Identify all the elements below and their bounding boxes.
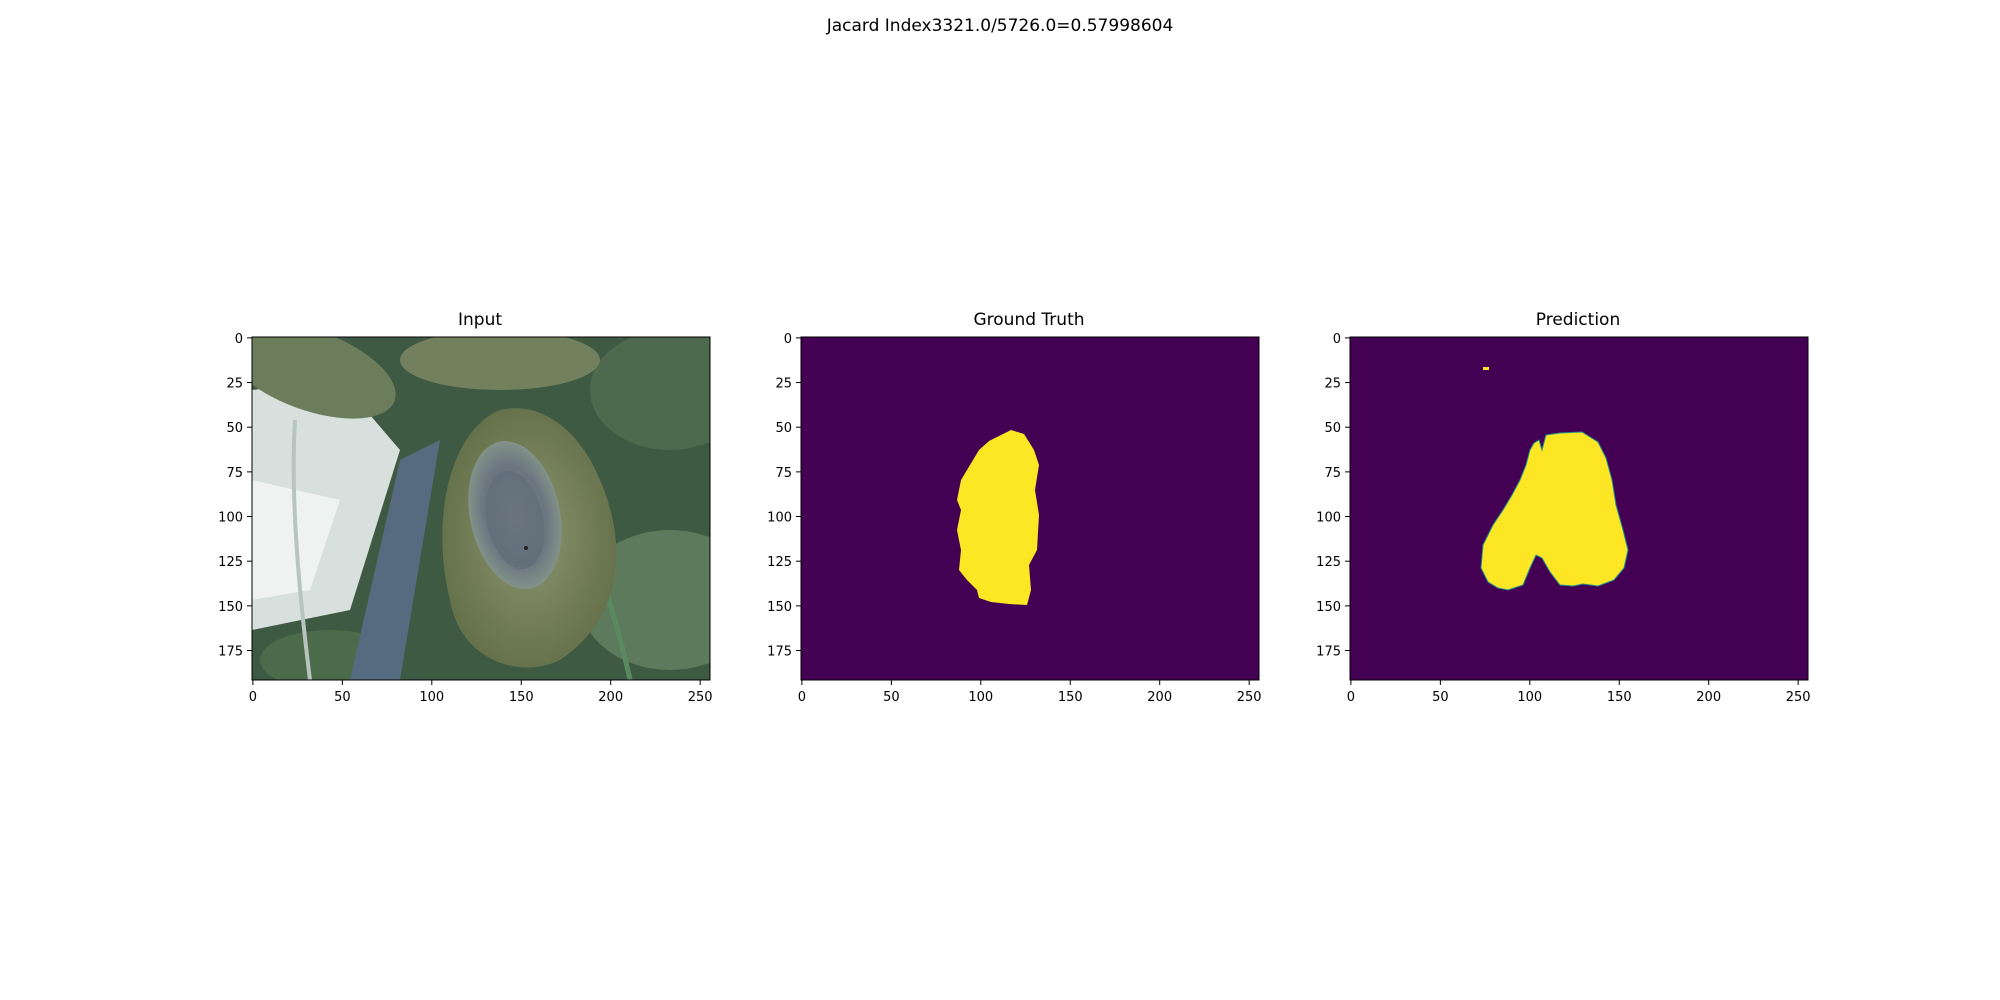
y-tick-label: 75 bbox=[226, 466, 243, 481]
x-tick-label: 250 bbox=[1786, 690, 1811, 705]
y-tick-label: 100 bbox=[767, 511, 792, 526]
input-x-ticks: 0 50 100 150 200 250 bbox=[249, 680, 713, 705]
ground-truth-x-ticks: 0 50 100 150 200 250 bbox=[798, 680, 1262, 705]
y-tick-label: 75 bbox=[1324, 466, 1341, 481]
prediction-y-ticks: 0 25 50 75 100 125 150 175 bbox=[1316, 332, 1350, 660]
x-tick-label: 0 bbox=[249, 690, 257, 705]
x-tick-label: 50 bbox=[334, 690, 351, 705]
x-tick-label: 100 bbox=[1517, 690, 1542, 705]
prediction-x-ticks: 0 50 100 150 200 250 bbox=[1347, 680, 1811, 705]
x-tick-label: 150 bbox=[1607, 690, 1632, 705]
y-tick-label: 25 bbox=[1324, 377, 1341, 392]
x-tick-label: 250 bbox=[1237, 690, 1262, 705]
y-tick-label: 0 bbox=[1333, 332, 1341, 347]
ground-truth-lesion-region bbox=[957, 430, 1039, 605]
y-tick-label: 150 bbox=[767, 600, 792, 615]
y-tick-label: 50 bbox=[1324, 421, 1341, 436]
input-y-ticks: 0 25 50 75 100 125 150 175 bbox=[218, 332, 252, 660]
y-tick-label: 75 bbox=[775, 466, 792, 481]
ground-truth-panel: Ground Truth 0 50 100 150 200 250 0 25 50 75 100 1… bbox=[749, 300, 1309, 720]
y-tick-label: 175 bbox=[218, 645, 243, 660]
ground-truth-axes: 0 50 100 150 200 250 0 25 50 75 100 125 150 175 bbox=[767, 332, 1262, 705]
y-tick-label: 175 bbox=[767, 645, 792, 660]
y-tick-label: 125 bbox=[218, 555, 243, 570]
y-tick-label: 175 bbox=[1316, 645, 1341, 660]
x-tick-label: 100 bbox=[419, 690, 444, 705]
x-tick-label: 150 bbox=[509, 690, 534, 705]
x-tick-label: 50 bbox=[1432, 690, 1449, 705]
input-panel: Input bbox=[200, 300, 760, 720]
y-tick-label: 25 bbox=[226, 377, 243, 392]
x-tick-label: 250 bbox=[688, 690, 713, 705]
x-tick-label: 200 bbox=[1696, 690, 1721, 705]
ground-truth-axes-frame bbox=[800, 336, 1260, 681]
ground-truth-panel-title: Ground Truth bbox=[973, 310, 1085, 330]
x-tick-label: 100 bbox=[968, 690, 993, 705]
x-tick-label: 0 bbox=[1347, 690, 1355, 705]
y-tick-label: 150 bbox=[1316, 600, 1341, 615]
prediction-axes-frame bbox=[1349, 336, 1809, 681]
input-axes: 0 50 100 150 200 250 0 25 50 75 100 125 150 175 bbox=[218, 332, 713, 705]
x-tick-label: 200 bbox=[598, 690, 623, 705]
prediction-lesion-region bbox=[1480, 431, 1629, 591]
y-tick-label: 0 bbox=[784, 332, 792, 347]
x-tick-label: 50 bbox=[883, 690, 900, 705]
figure-title: Jacard Index3321.0/5726.0=0.57998604 bbox=[826, 16, 1174, 36]
y-tick-label: 100 bbox=[218, 511, 243, 526]
prediction-axes: 0 50 100 150 200 250 0 25 50 75 100 125 150 175 bbox=[1316, 332, 1811, 705]
y-tick-label: 25 bbox=[775, 377, 792, 392]
ground-truth-y-ticks: 0 25 50 75 100 125 150 175 bbox=[767, 332, 801, 660]
y-tick-label: 125 bbox=[767, 555, 792, 570]
x-tick-label: 200 bbox=[1147, 690, 1172, 705]
x-tick-label: 150 bbox=[1058, 690, 1083, 705]
y-tick-label: 100 bbox=[1316, 511, 1341, 526]
y-tick-label: 50 bbox=[775, 421, 792, 436]
x-tick-label: 0 bbox=[798, 690, 806, 705]
y-tick-label: 50 bbox=[226, 421, 243, 436]
input-axes-frame bbox=[251, 336, 711, 681]
prediction-panel: Prediction 0 50 100 150 200 250 0 25 50 75 100 125… bbox=[1298, 300, 1858, 720]
y-tick-label: 0 bbox=[235, 332, 243, 347]
y-tick-label: 125 bbox=[1316, 555, 1341, 570]
leaf-photo bbox=[252, 337, 710, 680]
prediction-panel-title: Prediction bbox=[1535, 310, 1621, 330]
input-panel-title: Input bbox=[457, 310, 503, 330]
y-tick-label: 150 bbox=[218, 600, 243, 615]
prediction-spurious-spot bbox=[1483, 367, 1489, 370]
